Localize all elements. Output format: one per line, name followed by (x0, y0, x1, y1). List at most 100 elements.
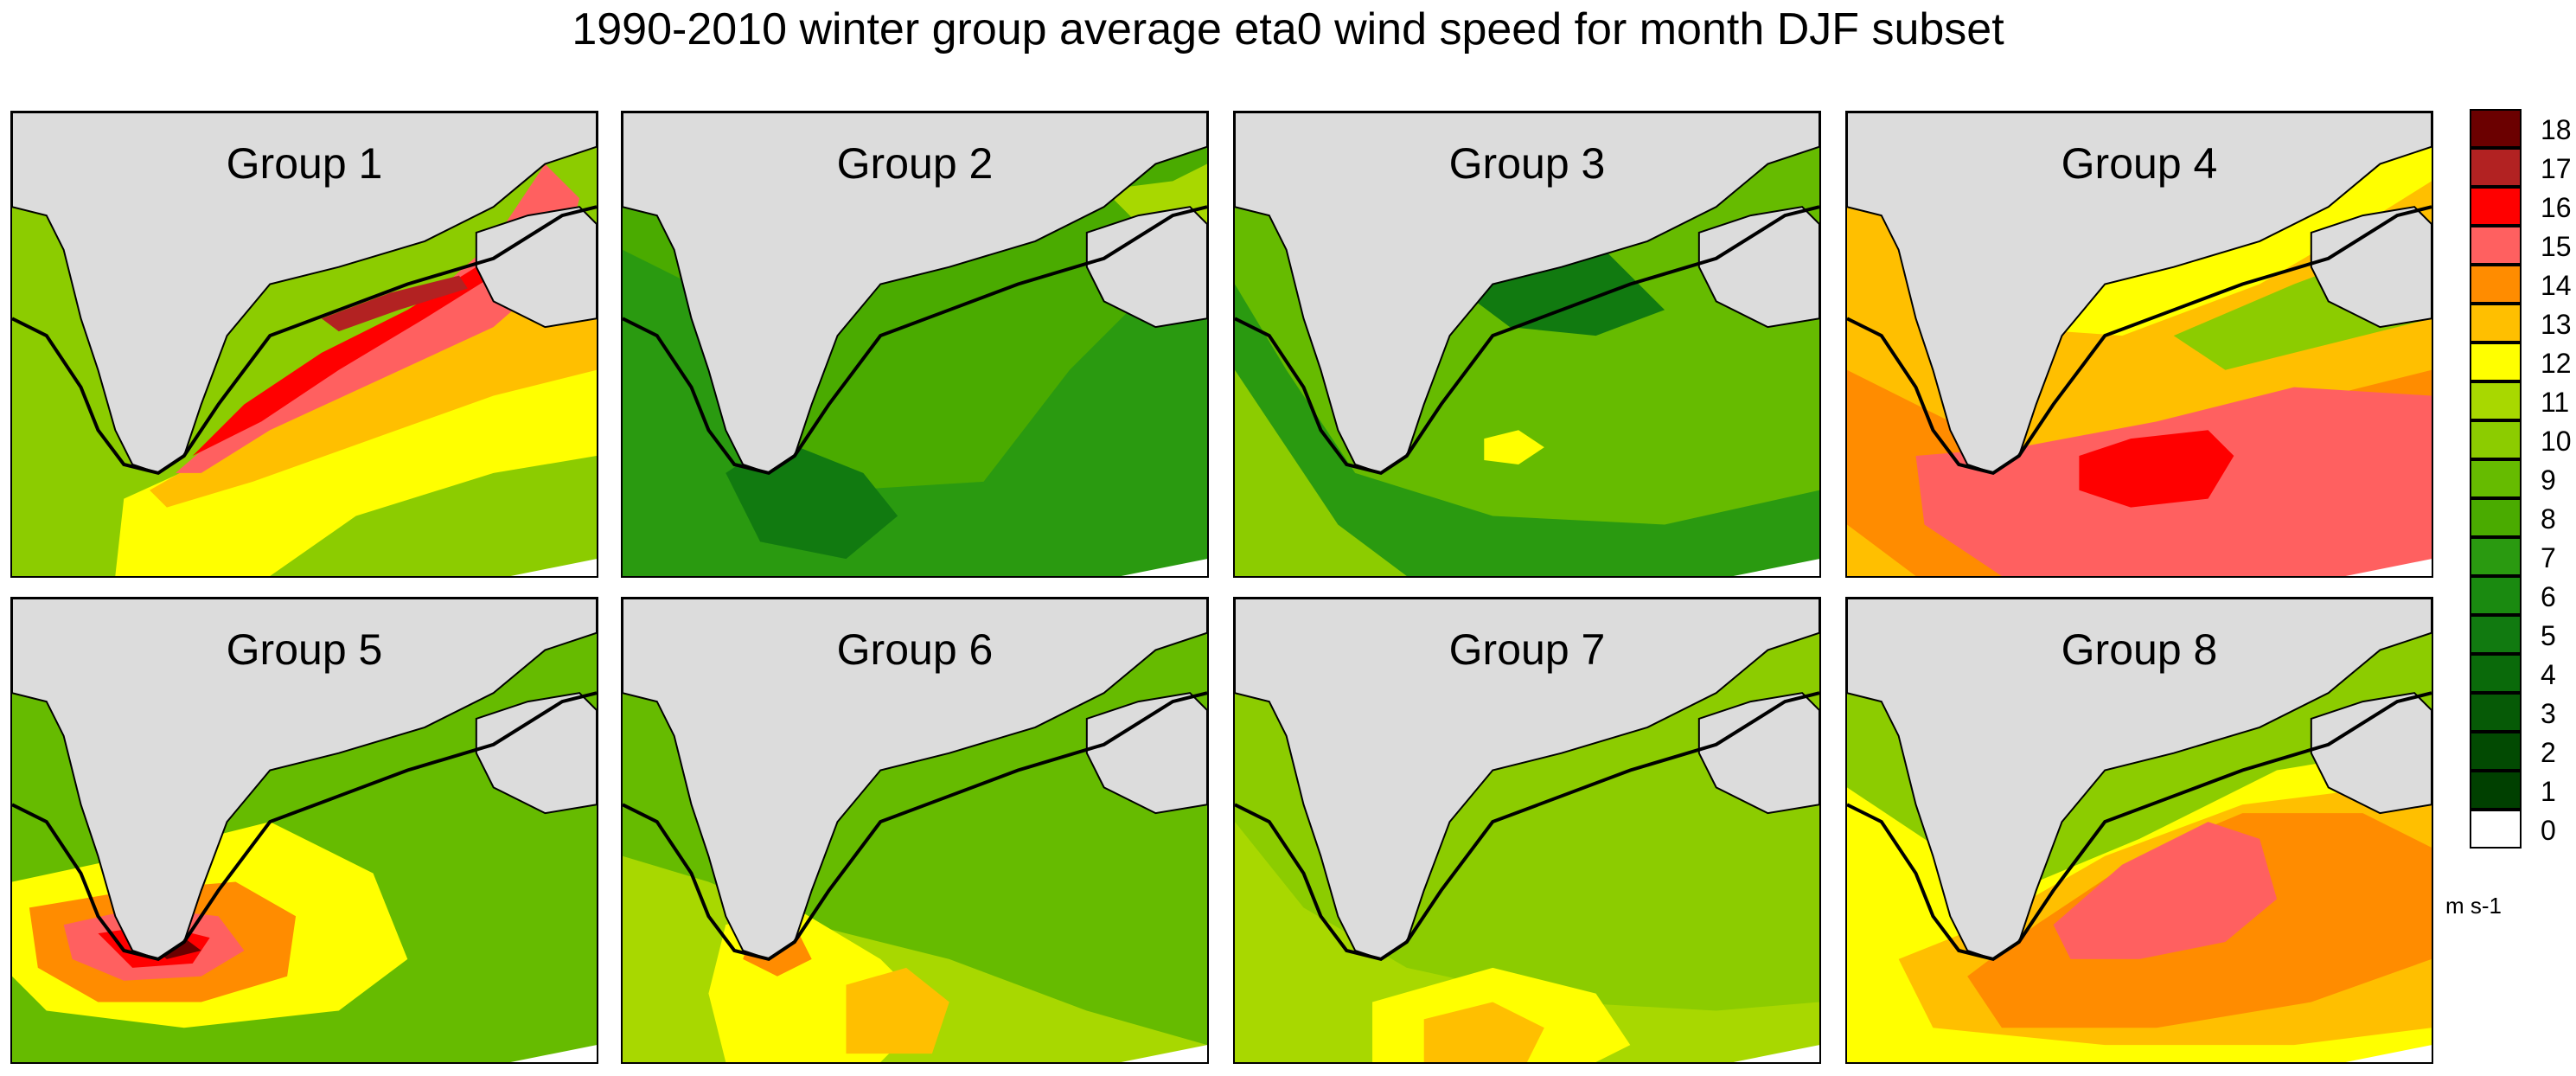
map-panel-6: Group 6 (621, 597, 1209, 1064)
colorbar-tick-label: 0 (2541, 815, 2556, 846)
wind-contour-level-13 (1423, 1002, 1544, 1062)
colorbar-tick-label: 9 (2541, 464, 2556, 496)
land-mass (623, 599, 1207, 960)
colorbar-tick-label: 8 (2541, 503, 2556, 535)
island-land (475, 206, 597, 329)
wind-contour-level-16 (192, 232, 511, 457)
island-land (475, 692, 597, 815)
wind-contour-level-16 (2079, 430, 2234, 508)
map-panel-8: Group 8 (1845, 597, 2433, 1064)
colorbar-tick-label: 7 (2541, 542, 2556, 573)
figure-title: 1990-2010 winter group average eta0 wind… (572, 4, 2004, 54)
land-mass (12, 599, 597, 960)
no-data-corner (1121, 559, 1207, 576)
coastline (1847, 205, 2432, 476)
panel-title: Group 1 (226, 139, 383, 188)
map-panel-2: Group 2 (621, 111, 1209, 578)
colorbar-tick-label: 18 (2541, 114, 2572, 145)
panel-title: Group 3 (1448, 139, 1606, 188)
land-mass (623, 112, 1207, 474)
island-land (2310, 206, 2432, 329)
wind-speed-field (623, 112, 1207, 576)
colorbar-tick-label: 15 (2541, 231, 2572, 262)
colorbar-swatch (2470, 109, 2522, 148)
wind-speed-field (12, 599, 597, 1062)
colorbar-swatch (2470, 498, 2522, 537)
wind-speed-field (12, 112, 597, 576)
map-panel-1: Group 1 (10, 111, 598, 578)
panel-title: Group 4 (2061, 139, 2218, 188)
wind-contour-level-10 (1235, 369, 1407, 576)
island-land (1697, 692, 1819, 815)
panel-title: Group 7 (1448, 625, 1606, 674)
colorbar-tick-label: 14 (2541, 270, 2572, 301)
colorbar-swatch (2470, 615, 2522, 654)
coastline (12, 205, 597, 476)
coastline (623, 691, 1207, 962)
map-panel-7: Group 7 (1233, 597, 1821, 1064)
coastline (623, 205, 1207, 476)
colorbar-tick-label: 4 (2541, 659, 2556, 690)
colorbar-tick-label: 1 (2541, 776, 2556, 807)
wind-contour-level-12 (1484, 430, 1544, 464)
colorbar-swatch (2470, 810, 2522, 849)
land-mass (1235, 599, 1819, 960)
wind-speed-field (623, 599, 1207, 1062)
land-mass (1847, 599, 2432, 960)
colorbar-tick-label: 13 (2541, 309, 2572, 340)
map-panel-4: Group 4 (1845, 111, 2433, 578)
coastline (12, 691, 597, 962)
colorbar-tick-label: 2 (2541, 737, 2556, 768)
colorbar-swatch (2470, 343, 2522, 381)
island-land (1697, 206, 1819, 329)
no-data-corner (510, 1045, 597, 1062)
land-mass (1235, 112, 1819, 474)
colorbar-swatch (2470, 420, 2522, 459)
island-land (1085, 692, 1207, 815)
colorbar-swatch (2470, 304, 2522, 343)
colorbar-swatch (2470, 654, 2522, 693)
no-data-corner (510, 559, 597, 576)
colorbar-tick-label: 5 (2541, 620, 2556, 651)
colorbar-tick-label: 12 (2541, 348, 2572, 379)
colorbar-tick-label: 6 (2541, 581, 2556, 612)
colorbar-swatch (2470, 265, 2522, 304)
colorbar-tick-label: 3 (2541, 698, 2556, 729)
panel-title: Group 2 (836, 139, 994, 188)
colorbar-tick-label: 11 (2541, 387, 2570, 418)
colorbar-swatch (2470, 459, 2522, 498)
no-data-corner (1121, 1045, 1207, 1062)
island-land (2310, 692, 2432, 815)
land-mass (1847, 112, 2432, 474)
wind-speed-field (1847, 112, 2432, 576)
wind-contour-level-15 (2053, 822, 2278, 959)
map-panel-5: Group 5 (10, 597, 598, 1064)
land-mass (12, 112, 597, 474)
wind-speed-field (1847, 599, 2432, 1062)
wind-speed-field (1235, 599, 1819, 1062)
wind-speed-field (1235, 112, 1819, 576)
colorbar-tick-label: 16 (2541, 192, 2572, 223)
wind-contour-level-17 (321, 275, 468, 332)
coastline (1847, 691, 2432, 962)
colorbar-swatch (2470, 226, 2522, 265)
panel-title: Group 6 (836, 625, 994, 674)
colorbar-swatch (2470, 381, 2522, 420)
colorbar-swatch (2470, 771, 2522, 810)
colorbar-swatch (2470, 537, 2522, 576)
colorbar-swatch (2470, 187, 2522, 226)
coastline (1235, 205, 1819, 476)
coastline (1235, 691, 1819, 962)
colorbar-swatch (2470, 148, 2522, 187)
wind-contour-level-13 (846, 967, 949, 1054)
map-panel-3: Group 3 (1233, 111, 1821, 578)
colorbar-swatch (2470, 732, 2522, 771)
island-land (1085, 206, 1207, 329)
colorbar-swatch (2470, 576, 2522, 615)
colorbar-units: m s-1 (2445, 893, 2502, 919)
panel-title: Group 5 (226, 625, 383, 674)
colorbar-tick-label: 17 (2541, 153, 2572, 184)
colorbar-tick-label: 10 (2541, 426, 2572, 457)
wind-contour-level-7 (1235, 284, 1819, 576)
colorbar-swatch (2470, 693, 2522, 732)
